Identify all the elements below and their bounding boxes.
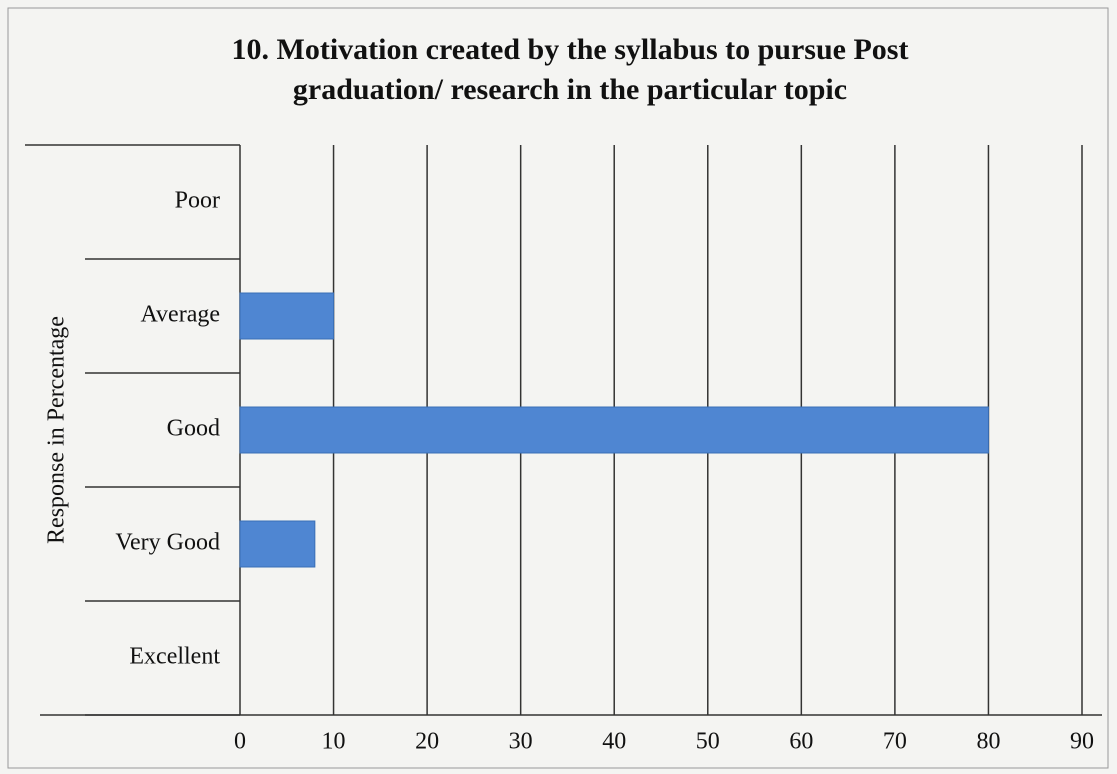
- x-tick-label: 80: [976, 729, 1000, 755]
- chart-title: 10. Motivation created by the syllabus t…: [231, 33, 909, 106]
- bar: [239, 406, 989, 454]
- x-tick-label: 60: [789, 729, 813, 755]
- x-tick-label: 40: [602, 729, 626, 755]
- x-tick-label: 70: [883, 729, 907, 755]
- x-tick-label: 10: [322, 729, 346, 755]
- frame: [7, 7, 1109, 769]
- y-tick-label: Poor: [175, 188, 220, 214]
- x-tick-label: 50: [696, 729, 720, 755]
- y-tick-label: Excellent: [129, 644, 220, 670]
- x-tick-label: 30: [509, 729, 533, 755]
- y-axis-label: Response in Percentage: [44, 316, 70, 544]
- x-tick-label: 20: [415, 729, 439, 755]
- y-tick-label: Good: [167, 416, 220, 442]
- bar: [239, 520, 316, 568]
- x-tick-label: 90: [1070, 729, 1094, 755]
- y-tick-label: Average: [141, 302, 221, 328]
- bar: [239, 292, 335, 340]
- x-tick-label: 0: [234, 729, 246, 755]
- y-tick-label: Very Good: [115, 530, 220, 556]
